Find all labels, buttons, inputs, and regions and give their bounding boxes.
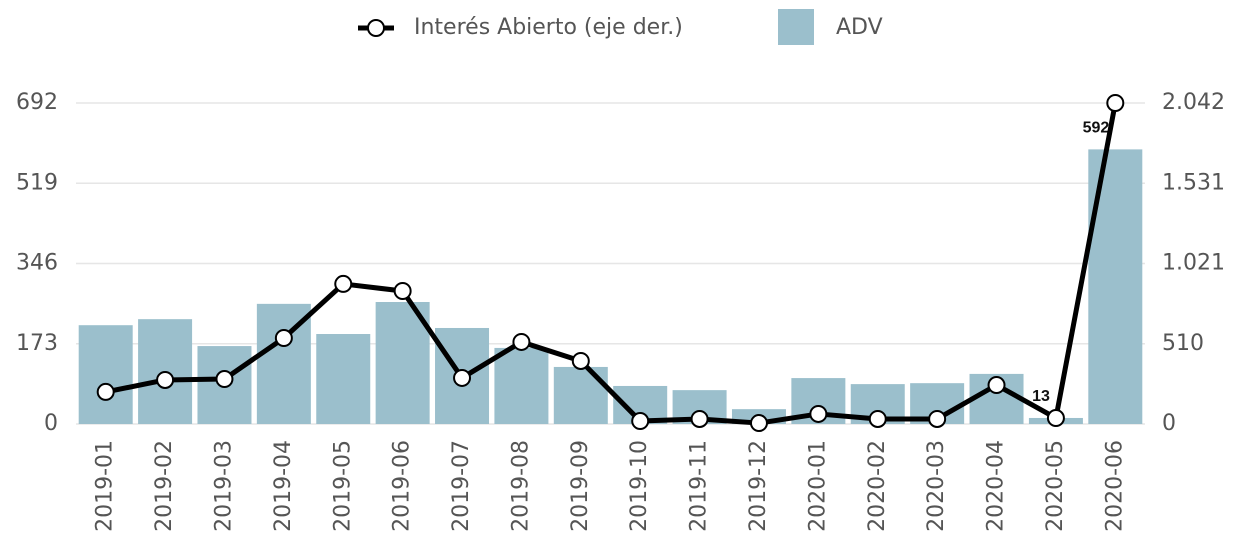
x-tick-label: 2019-09 [568,440,593,532]
y2-tick-label: 1.531 [1162,170,1225,195]
x-tick-label: 2019-10 [627,440,652,532]
y-tick-label: 0 [44,411,58,436]
bar [494,347,549,424]
bar [316,334,371,424]
line [105,102,1118,426]
line-point [1046,409,1065,428]
legend-label: ADV [836,15,883,40]
legend-marker [367,19,385,37]
line-point [96,382,115,401]
x-tick-label: 2020-05 [1043,440,1068,532]
line-point [928,409,947,428]
line-point [453,368,472,387]
bar [553,366,608,424]
line-point [690,409,709,428]
x-tick-label: 2019-03 [211,440,236,532]
x-tick-label: 2019-11 [687,440,712,532]
x-tick-label: 2020-02 [865,440,890,532]
y-tick-label: 519 [16,170,58,195]
line-point [868,409,887,428]
line-point [274,329,293,348]
y2-tick-label: 2.042 [1162,90,1225,115]
line-point [215,370,234,389]
line-point [631,412,650,431]
bar [375,302,430,424]
x-tick-label: 2020-04 [984,440,1009,532]
bar [78,325,133,424]
line-point [749,414,768,433]
y2-tick-label: 510 [1162,331,1204,356]
x-tick-label: 2019-12 [746,440,771,532]
line-point [393,282,412,301]
x-tick-label: 2019-04 [271,440,296,532]
x-tick-label: 2019-05 [330,440,355,532]
legend-swatch [778,9,814,45]
line-point [334,274,353,293]
x-tick-label: 2019-01 [93,440,118,532]
y-tick-label: 346 [16,251,58,276]
line-point [512,332,531,351]
x-tick-label: 2019-07 [449,440,474,532]
legend-label: Interés Abierto (eje der.) [414,15,683,40]
line-point [987,376,1006,395]
y2-tick-label: 1.021 [1162,251,1225,276]
y-tick-label: 173 [16,331,58,356]
x-tick-label: 2019-08 [508,440,533,532]
y-tick-label: 692 [16,90,58,115]
x-tick-label: 2019-06 [390,440,415,532]
data-label: 13 [1032,388,1050,405]
line-point [1106,94,1125,112]
y2-tick-label: 0 [1162,411,1176,436]
line-point [156,370,175,389]
data-label: 592 [1083,120,1110,137]
x-tick-label: 2019-02 [152,440,177,532]
x-tick-label: 2020-01 [805,440,830,532]
line-point [809,404,828,423]
line-point [571,351,590,370]
x-tick-label: 2020-03 [924,440,949,532]
x-tick-label: 2020-06 [1102,440,1127,532]
